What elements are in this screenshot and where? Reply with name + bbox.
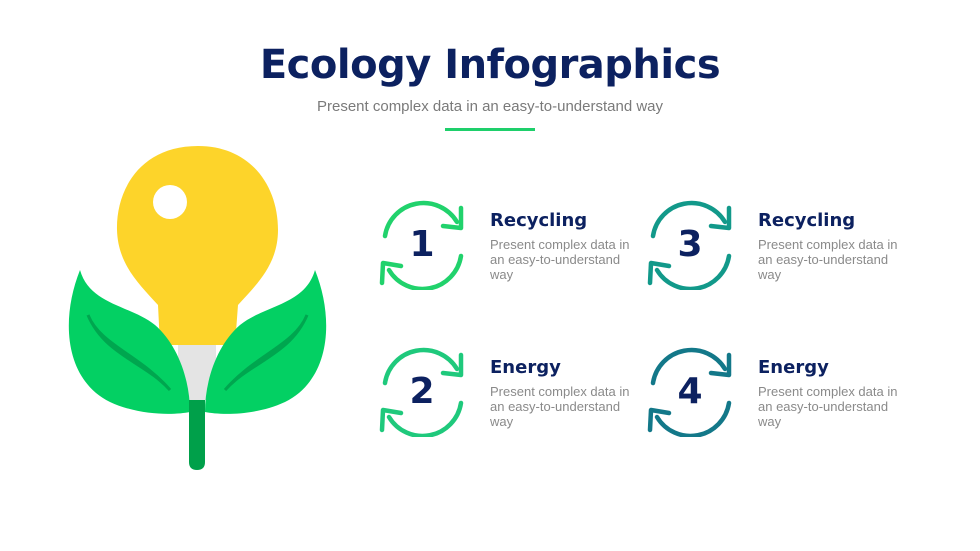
step-title: Recycling bbox=[490, 210, 588, 231]
step-description: Present complex data in an easy-to-under… bbox=[490, 384, 630, 429]
step-title: Energy bbox=[490, 357, 561, 378]
bottom-arrowhead bbox=[647, 260, 672, 286]
step-item-1: 1 Recycling Present complex data in an e… bbox=[377, 200, 637, 290]
top-arrowhead bbox=[708, 205, 732, 231]
top-arc bbox=[650, 200, 728, 239]
top-arc bbox=[650, 347, 728, 386]
step-number: 2 bbox=[409, 371, 435, 412]
top-arrowhead bbox=[708, 352, 732, 378]
bottom-arrowhead bbox=[647, 407, 672, 433]
refresh-cycle-icon bbox=[647, 200, 732, 290]
step-item-3: 3 Recycling Present complex data in an e… bbox=[645, 200, 905, 290]
page-subtitle: Present complex data in an easy-to-under… bbox=[316, 98, 664, 115]
bottom-arc bbox=[386, 253, 464, 290]
refresh-cycle-icon bbox=[647, 347, 732, 437]
step-number: 3 bbox=[677, 224, 703, 265]
step-description: Present complex data in an easy-to-under… bbox=[758, 237, 898, 282]
title-divider bbox=[445, 128, 535, 131]
lightbulb-with-leaves-icon bbox=[68, 146, 327, 470]
bottom-arc bbox=[386, 400, 464, 437]
bottom-arc bbox=[654, 400, 732, 437]
step-title: Recycling bbox=[758, 210, 856, 231]
top-arc bbox=[382, 347, 460, 386]
right-leaf-vein bbox=[223, 314, 309, 391]
bottom-arc bbox=[654, 253, 732, 290]
step-item-2: 2 Energy Present complex data in an easy… bbox=[377, 347, 637, 437]
step-number: 4 bbox=[677, 371, 703, 412]
bulb-highlight bbox=[153, 185, 187, 219]
left-leaf-vein bbox=[86, 314, 172, 391]
step-description: Present complex data in an easy-to-under… bbox=[758, 384, 898, 429]
top-arrowhead bbox=[440, 205, 464, 231]
step-description: Present complex data in an easy-to-under… bbox=[490, 237, 630, 282]
step-number: 1 bbox=[409, 224, 435, 265]
bottom-arrowhead bbox=[379, 260, 404, 286]
refresh-cycle-icon bbox=[379, 200, 464, 290]
step-item-4: 4 Energy Present complex data in an easy… bbox=[645, 347, 905, 437]
refresh-cycle-icon bbox=[379, 347, 464, 437]
top-arrowhead bbox=[440, 352, 464, 378]
page-title: Ecology Infographics bbox=[259, 42, 721, 88]
top-arc bbox=[382, 200, 460, 239]
bulb-shape bbox=[116, 146, 279, 345]
step-title: Energy bbox=[758, 357, 829, 378]
stem bbox=[189, 400, 205, 470]
bottom-arrowhead bbox=[379, 407, 404, 433]
